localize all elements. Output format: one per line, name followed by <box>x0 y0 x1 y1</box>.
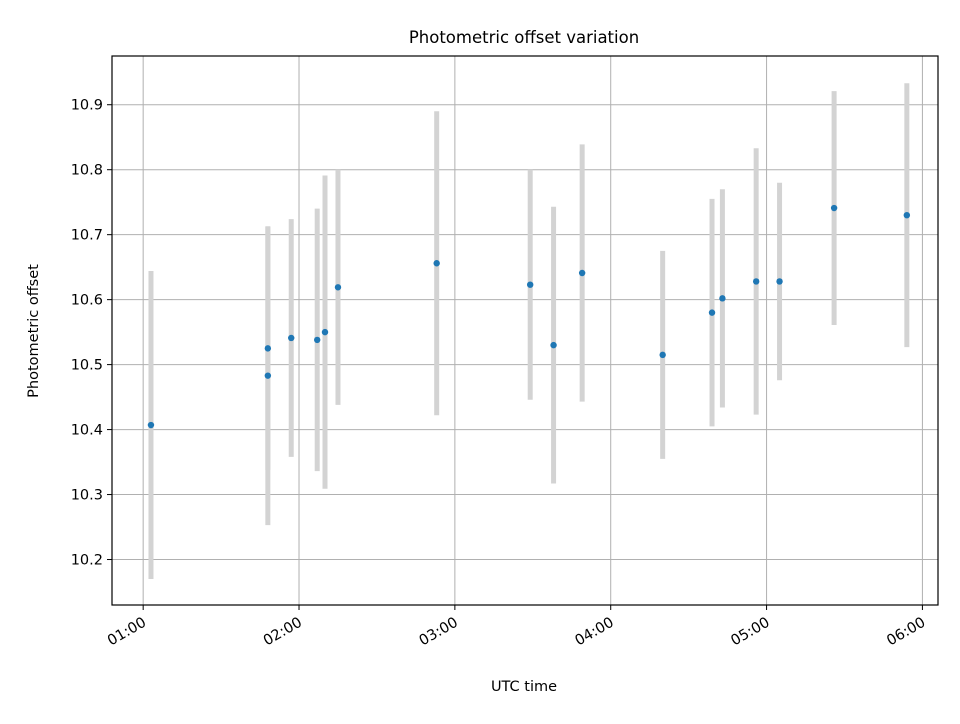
y-tick-label: 10.5 <box>71 358 103 374</box>
data-point <box>314 336 321 344</box>
data-point <box>830 204 838 212</box>
data-point <box>752 278 760 285</box>
data-point <box>147 421 155 429</box>
data-point <box>659 351 666 359</box>
y-tick-label: 10.7 <box>71 228 103 244</box>
data-point <box>526 281 534 288</box>
chart-title: Photometric offset variation <box>409 28 639 47</box>
data-point <box>550 341 557 349</box>
y-tick-label: 10.6 <box>71 293 103 309</box>
data-point <box>776 278 783 285</box>
data-point <box>288 334 295 342</box>
y-tick-label: 10.2 <box>71 553 103 569</box>
y-tick-label: 10.9 <box>71 98 103 114</box>
y-axis-label: Photometric offset <box>26 264 42 398</box>
y-tick-label: 10.3 <box>71 488 103 504</box>
data-point <box>433 260 440 267</box>
x-axis-label: UTC time <box>491 679 557 695</box>
y-tick-label: 10.4 <box>71 423 103 439</box>
data-point <box>903 211 911 219</box>
data-points <box>147 204 911 429</box>
data-point <box>708 309 716 316</box>
data-point <box>719 295 726 302</box>
plot-frame <box>111 55 939 606</box>
data-point <box>321 328 329 336</box>
grid <box>112 56 938 605</box>
data-point <box>264 372 272 379</box>
y-tick-label: 10.8 <box>71 163 103 179</box>
data-point <box>264 345 272 352</box>
data-point <box>334 284 342 291</box>
data-point <box>578 269 586 277</box>
